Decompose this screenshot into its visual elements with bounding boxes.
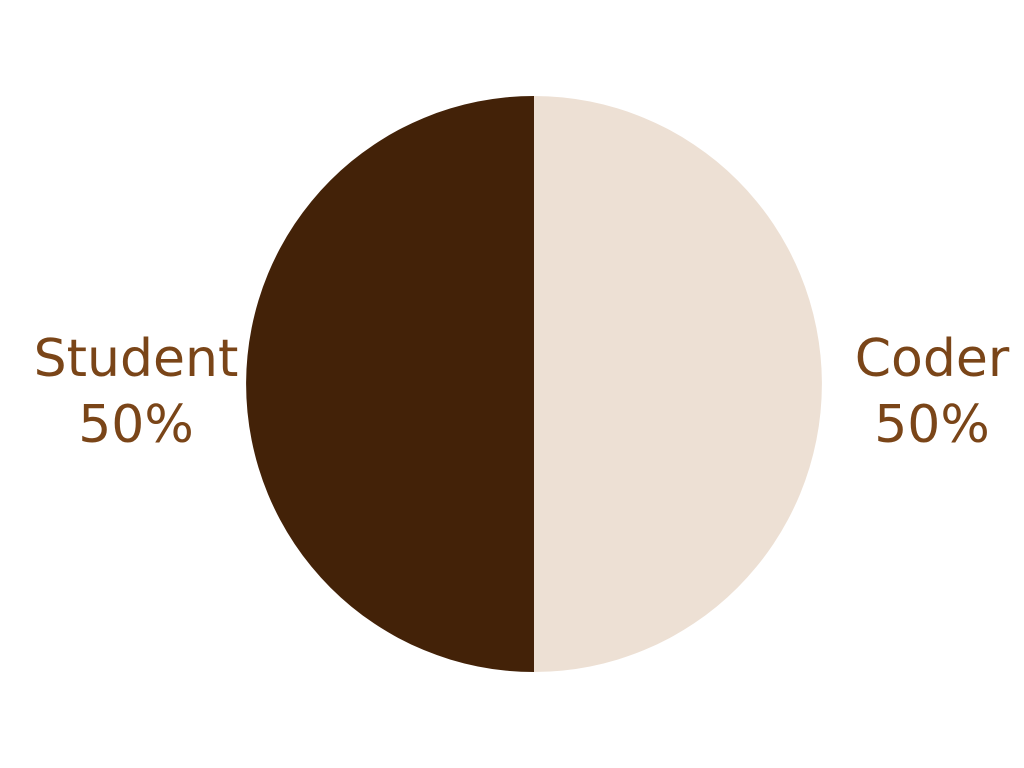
- slice-label-student: Student 50%: [34, 329, 239, 455]
- slice-label-name: Student: [34, 329, 239, 389]
- pie-slice-coder: [534, 96, 822, 672]
- slice-label-value: 50%: [874, 395, 990, 455]
- slice-label-name: Coder: [855, 329, 1010, 389]
- pie-slices: [246, 96, 822, 672]
- slice-label-coder: Coder 50%: [855, 329, 1010, 455]
- pie-labels: Coder 50%Student 50%: [34, 329, 1010, 455]
- slice-label-value: 50%: [78, 395, 194, 455]
- pie-slice-student: [246, 96, 534, 672]
